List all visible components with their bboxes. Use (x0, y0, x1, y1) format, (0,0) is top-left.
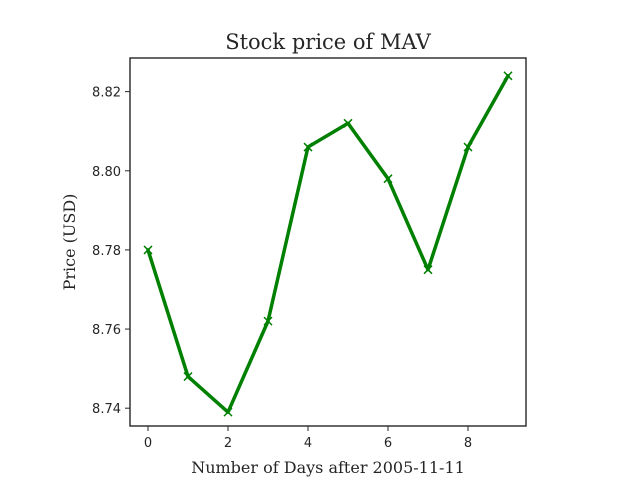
chart-title: Stock price of MAV (225, 30, 431, 54)
x-tick-label: 2 (224, 436, 232, 451)
x-tick-label: 8 (464, 436, 472, 451)
data-point-marker (423, 265, 433, 275)
data-point-marker (263, 316, 273, 326)
data-point-marker (343, 118, 353, 128)
data-point-marker (183, 372, 193, 382)
x-axis-label: Number of Days after 2005-11-11 (191, 458, 465, 477)
data-point-marker (383, 174, 393, 184)
y-tick-label: 8.80 (92, 165, 121, 180)
y-tick-label: 8.78 (92, 244, 121, 259)
plot-area: 0 2 4 6 8 8.74 8.76 8.78 8.80 8.82 (92, 57, 527, 451)
data-point-marker (223, 407, 233, 417)
data-point-marker (463, 142, 473, 152)
y-tick-label: 8.76 (92, 323, 121, 338)
series-line (146, 74, 510, 414)
y-axis: 8.74 8.76 8.78 8.80 8.82 (92, 86, 130, 417)
plot-frame (129, 57, 527, 427)
y-tick-label: 8.74 (92, 402, 121, 417)
x-axis: 0 2 4 6 8 (144, 426, 472, 451)
y-axis-label: Price (USD) (60, 194, 79, 291)
y-tick-label: 8.82 (92, 86, 121, 101)
x-tick-label: 4 (304, 436, 312, 451)
data-point-marker (503, 71, 513, 81)
data-point-marker (303, 142, 313, 152)
series-layer (143, 71, 513, 417)
x-tick-label: 6 (384, 436, 392, 451)
data-point-marker (143, 245, 153, 255)
x-tick-label: 0 (144, 436, 152, 451)
